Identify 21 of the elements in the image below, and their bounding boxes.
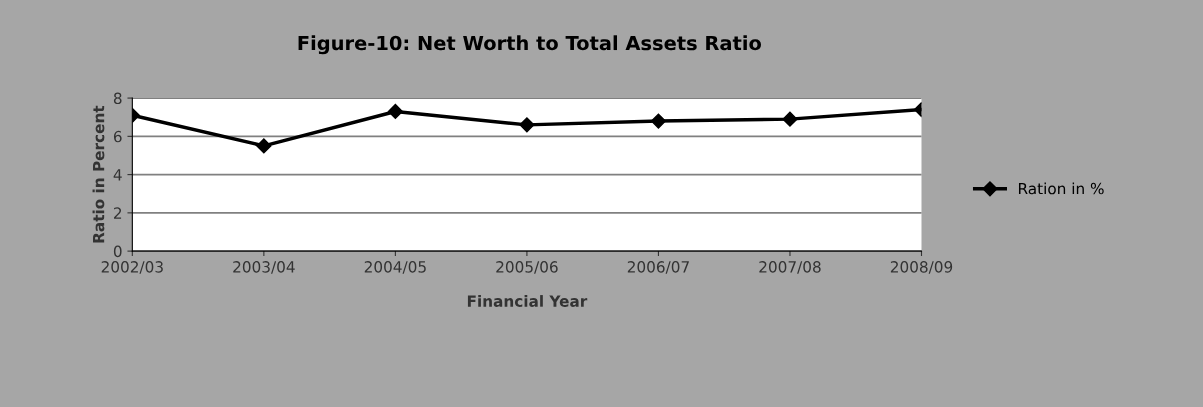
chart-title: Figure-10: Net Worth to Total Assets Ratio bbox=[298, 35, 762, 55]
x-tick-label: 2007/08 bbox=[759, 261, 821, 274]
legend-label: Ration in % bbox=[1018, 182, 1104, 195]
x-tick-label: 2004/05 bbox=[364, 261, 426, 274]
x-tick-label: 2008/09 bbox=[890, 261, 953, 274]
point bbox=[650, 113, 667, 129]
point bbox=[519, 117, 535, 133]
point bbox=[782, 111, 798, 127]
point bbox=[256, 138, 272, 154]
x-tick-label: 2002/03 bbox=[101, 261, 163, 274]
y-axis-title: Ratio in Percent bbox=[92, 105, 105, 243]
y-tick-label: 2 bbox=[114, 207, 122, 219]
x-tick-label: 2003/04 bbox=[233, 261, 295, 274]
y-tick-label: 8 bbox=[113, 92, 122, 105]
y-tick-label: 4 bbox=[113, 169, 122, 181]
y-tick-label: 0 bbox=[113, 245, 122, 258]
x-tick-label: 2005/06 bbox=[496, 261, 558, 274]
x-tick-label: 2006/07 bbox=[627, 261, 689, 274]
y-tick-label: 6 bbox=[113, 130, 122, 143]
x-axis-title: Financial Year bbox=[467, 295, 588, 307]
point bbox=[387, 103, 403, 120]
